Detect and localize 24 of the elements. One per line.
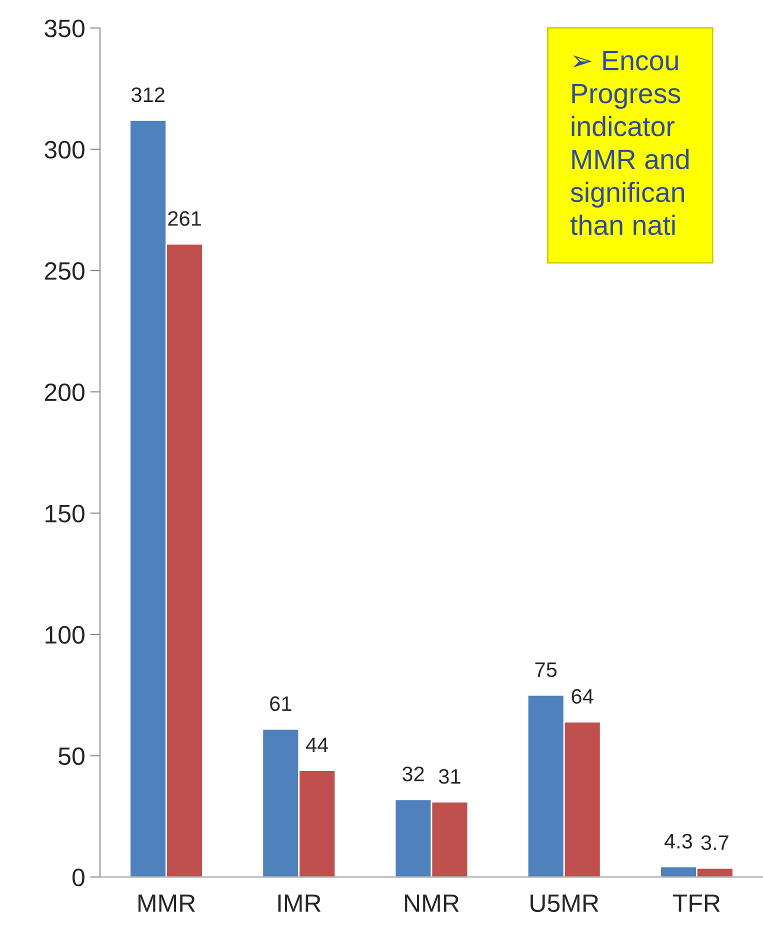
x-tick-label: TFR: [672, 894, 720, 912]
data-label: 3.7: [701, 835, 728, 850]
y-tick-label: 50: [58, 747, 84, 766]
y-tick-label: 100: [46, 626, 84, 644]
x-tick-label: IMR: [278, 894, 321, 912]
data-label: 31: [438, 769, 460, 784]
data-label: 32: [402, 766, 424, 782]
x-tick-label: MMR: [138, 894, 195, 912]
data-label: 44: [306, 738, 328, 752]
x-tick-label: U5MR: [530, 894, 598, 912]
annotation: ➢ Encou Progress indicator MMR and significan than nati: [570, 51, 689, 236]
y-tick-label: 0: [72, 868, 84, 886]
data-label: 61: [270, 696, 292, 712]
y-tick-label: 300: [44, 140, 84, 159]
y-tick-label: 150: [46, 504, 84, 522]
y-tick-label: 200: [44, 383, 84, 402]
data-label: 261: [168, 211, 201, 226]
y-tick-label: 250: [44, 262, 84, 280]
y-tick-label: 350: [44, 20, 84, 38]
data-label: 4.3: [664, 834, 692, 849]
data-label: 75: [535, 662, 557, 678]
data-label: 64: [572, 688, 594, 704]
data-label: 312: [131, 87, 164, 102]
x-tick-label: NMR: [405, 894, 459, 912]
